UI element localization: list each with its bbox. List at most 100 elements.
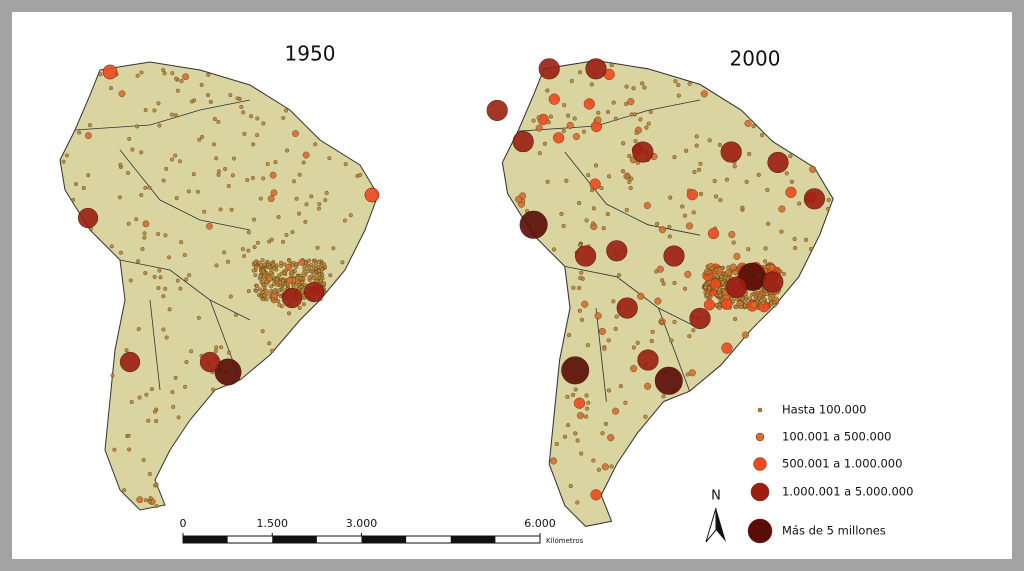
city-dot: [289, 270, 294, 275]
city-dot: [638, 117, 643, 122]
city-dot: [601, 226, 606, 231]
city-dot: [687, 81, 692, 86]
city-dot: [200, 134, 205, 139]
city-dot: [744, 300, 749, 305]
city-dot: [61, 159, 66, 164]
city-dot: [327, 156, 332, 161]
city-dot: [202, 209, 207, 214]
city-dot: [621, 141, 626, 146]
city-dot: [546, 120, 551, 125]
city-dot: [551, 247, 557, 252]
city-dot: [128, 278, 133, 283]
city-dot: [613, 116, 618, 121]
city-dot: [228, 93, 233, 98]
city-dot: [129, 399, 134, 404]
city-dot: [729, 263, 737, 271]
city-dot: [167, 307, 172, 312]
city-dot: [316, 206, 321, 211]
city-dot: [747, 296, 752, 301]
city-dot: [535, 124, 543, 132]
city-dot: [324, 190, 329, 195]
city-dot: [281, 115, 286, 120]
city-dot: [697, 167, 702, 172]
city-dot: [127, 136, 132, 141]
city-dot: [307, 258, 312, 263]
city-dot: [303, 219, 308, 224]
city-dot: [586, 172, 591, 178]
city-dot: [486, 99, 508, 121]
city-dot: [127, 447, 132, 452]
city-dot: [317, 202, 322, 207]
city-dot: [565, 113, 571, 118]
city-dot: [763, 246, 768, 251]
city-dot: [161, 327, 166, 332]
city-dot: [648, 109, 653, 115]
city-dot: [578, 275, 583, 281]
city-dot: [642, 85, 647, 90]
city-dot: [144, 392, 149, 397]
scale-segment: [272, 536, 317, 543]
city-dot: [230, 173, 235, 178]
city-dot: [618, 383, 623, 389]
city-dot: [148, 496, 153, 501]
city-dot: [141, 457, 146, 462]
city-dot: [312, 271, 317, 276]
city-dot: [609, 62, 614, 68]
city-dot: [279, 260, 284, 265]
city-dot: [156, 286, 161, 291]
legend-symbol: [750, 482, 770, 502]
city-dot: [77, 130, 82, 135]
city-dot: [154, 482, 159, 487]
city-dot: [276, 288, 281, 293]
scale-label: 0: [180, 517, 187, 530]
city-dot: [287, 258, 292, 263]
city-dot: [577, 200, 582, 206]
city-dot: [565, 394, 570, 399]
city-dot: [170, 390, 175, 395]
city-dot: [654, 366, 683, 395]
city-dot: [767, 151, 789, 173]
city-dot: [136, 259, 141, 264]
city-dot: [331, 246, 336, 251]
city-dot: [734, 304, 739, 310]
city-dot: [747, 151, 752, 157]
city-dot: [64, 153, 69, 158]
city-dot: [705, 292, 710, 297]
legend-label: Más de 5 millones: [782, 524, 886, 538]
city-dot: [245, 177, 250, 182]
city-dot: [184, 360, 189, 365]
city-dot: [142, 235, 147, 240]
city-dot: [611, 100, 616, 105]
city-dot: [634, 130, 639, 135]
city-dot: [685, 372, 690, 377]
city-dot: [316, 259, 321, 264]
city-dot: [309, 262, 314, 267]
city-dot: [108, 86, 113, 91]
city-dot: [740, 296, 745, 302]
city-dot: [279, 263, 284, 268]
city-dot: [118, 250, 123, 255]
city-dot: [643, 414, 648, 419]
city-dot: [320, 272, 325, 277]
city-dot: [322, 262, 327, 267]
north-arrow-left: [705, 507, 717, 543]
city-dot: [267, 265, 272, 270]
city-dot: [143, 271, 148, 276]
city-dot: [278, 280, 283, 285]
city-dot: [255, 133, 260, 138]
city-dot: [698, 191, 704, 197]
city-dot: [271, 275, 276, 280]
city-dot: [809, 165, 817, 173]
city-dot: [274, 263, 279, 268]
city-dot: [211, 387, 216, 392]
city-dot: [176, 415, 181, 420]
city-dot: [146, 418, 151, 423]
city-dot: [744, 179, 749, 184]
city-dot: [781, 271, 787, 276]
city-dot: [668, 195, 673, 200]
city-dot: [703, 285, 708, 290]
city-dot: [71, 197, 76, 202]
city-dot: [158, 275, 163, 280]
city-dot: [686, 189, 698, 201]
city-dot: [199, 351, 221, 373]
